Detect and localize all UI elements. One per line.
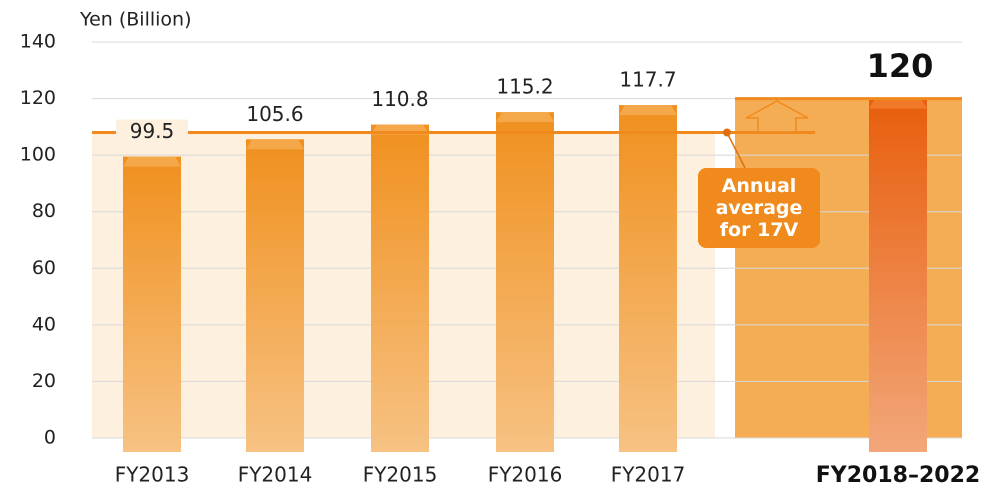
y-tick-label: 40 (32, 313, 56, 335)
bar-cap (496, 112, 554, 123)
bar-shade (246, 139, 304, 452)
bar-shade (371, 124, 429, 452)
x-tick-label: FY2013 (115, 463, 190, 487)
bar-cap (123, 156, 181, 167)
y-tick-label: 120 (20, 87, 56, 109)
y-tick-label: 20 (32, 370, 56, 392)
bar-shade (619, 105, 677, 452)
up-arrow (745, 100, 809, 133)
value-label: 99.5 (130, 119, 175, 143)
x-tick-label: FY2015 (363, 463, 438, 487)
y-tick-label: 60 (32, 257, 56, 279)
bar-shade (869, 98, 927, 453)
value-label-bg (116, 119, 188, 146)
x-tick-label: FY2016 (488, 463, 563, 487)
y-tick-label: 0 (44, 427, 56, 449)
value-label: 120 (867, 47, 934, 85)
annotation-callout: Annual average for 17V (698, 168, 820, 248)
callout-connector (726, 132, 746, 169)
value-label: 105.6 (246, 102, 303, 126)
value-label: 110.8 (371, 87, 428, 111)
bar-cap (619, 105, 677, 116)
y-tick-label: 100 (20, 144, 56, 166)
x-tick-label: FY2018–2022 (816, 463, 980, 488)
value-label: 117.7 (619, 68, 676, 92)
y-tick-label: 140 (20, 31, 56, 53)
y-tick-label: 80 (32, 200, 56, 222)
y-axis-label: Yen (Billion) (79, 9, 192, 31)
bar-shade (123, 156, 181, 453)
bar-shade (496, 112, 554, 453)
x-tick-label: FY2014 (238, 463, 313, 487)
x-tick-label: FY2017 (611, 463, 686, 487)
value-label: 115.2 (496, 75, 553, 99)
bar-cap (869, 98, 927, 109)
bar-cap (246, 139, 304, 150)
